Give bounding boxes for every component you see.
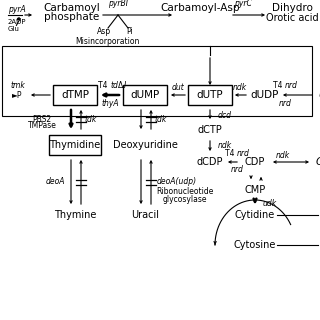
Text: 2ADP: 2ADP [8,19,27,25]
Text: dut: dut [172,83,184,92]
Text: pyrC: pyrC [234,0,252,9]
Text: deoA(udp): deoA(udp) [157,178,197,187]
Text: dCDP: dCDP [197,157,223,167]
Text: dUDP: dUDP [251,90,279,100]
Text: glycosylase: glycosylase [163,196,207,204]
Text: nrd: nrd [285,82,298,91]
Text: Ribonucleotide: Ribonucleotide [156,188,214,196]
Text: udk: udk [263,198,277,207]
Text: TMPase: TMPase [28,122,56,131]
Text: pyrA: pyrA [8,5,26,14]
Text: tdk: tdk [85,115,97,124]
Text: CDP: CDP [245,157,265,167]
Text: dTMP: dTMP [61,90,89,100]
Text: Misincorporation: Misincorporation [75,37,140,46]
Text: phosphate: phosphate [44,12,100,22]
Text: Deoxyuridine: Deoxyuridine [113,140,177,150]
Text: ndk: ndk [233,83,247,92]
Text: Cytidine: Cytidine [235,210,275,220]
Text: ndk: ndk [218,141,232,150]
FancyBboxPatch shape [49,135,101,155]
Text: Pi: Pi [127,27,133,36]
FancyBboxPatch shape [188,85,232,105]
Text: CMP: CMP [244,185,266,195]
Text: dUTP: dUTP [197,90,223,100]
Text: thyA: thyA [101,100,119,108]
FancyBboxPatch shape [53,85,97,105]
Text: PBS2: PBS2 [32,116,52,124]
Text: T4: T4 [225,149,237,158]
Text: $td\Delta I$: $td\Delta I$ [110,79,127,91]
Text: tmk: tmk [11,82,25,91]
Text: Carbamoyl: Carbamoyl [44,3,100,13]
Text: Thymine: Thymine [54,210,96,220]
Text: ndk: ndk [276,150,290,159]
Text: Uracil: Uracil [131,210,159,220]
Text: U: U [318,90,320,100]
Text: T4: T4 [98,81,110,90]
Text: Glu: Glu [8,26,20,32]
Text: deoA: deoA [45,178,65,187]
Text: tdk: tdk [155,115,167,124]
Text: C: C [316,157,320,167]
Text: Cytosine: Cytosine [234,240,276,250]
Text: Carbamoyl-Asp: Carbamoyl-Asp [160,3,240,13]
Text: nrd: nrd [237,149,250,158]
Text: Thymidine: Thymidine [49,140,100,150]
Text: Orotic acid: Orotic acid [266,13,318,23]
Text: dcd: dcd [218,110,232,119]
Text: nrd: nrd [279,99,292,108]
Text: pyrBI: pyrBI [108,0,128,9]
Text: Dihydro: Dihydro [272,3,312,13]
Text: nrd: nrd [231,165,244,174]
Text: dUMP: dUMP [130,90,160,100]
Text: dCTP: dCTP [198,125,222,135]
Text: ►P: ►P [12,91,22,100]
Text: T4: T4 [273,82,285,91]
FancyBboxPatch shape [123,85,167,105]
Text: Asp: Asp [97,27,111,36]
